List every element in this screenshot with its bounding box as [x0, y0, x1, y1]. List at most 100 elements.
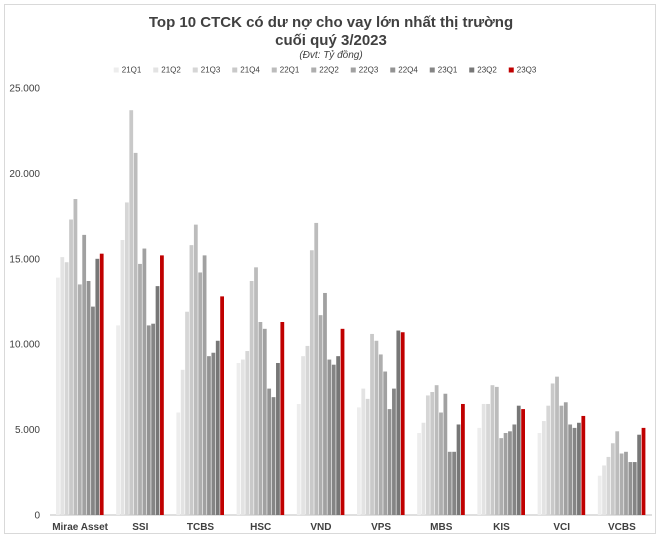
bar-21q2-vci — [541, 421, 546, 515]
x-tick-label: HSC — [250, 522, 271, 533]
bar-21q1-tcbs — [176, 412, 181, 515]
bar-22q4-kis — [508, 431, 512, 515]
x-tick-label: TCBS — [187, 522, 215, 533]
bar-22q1-tcbs — [193, 224, 198, 515]
bar-22q2-kis — [499, 438, 504, 515]
legend-swatch-23q2 — [469, 67, 475, 73]
bar-21q3-hsc — [245, 351, 250, 515]
bar-22q2-vnd — [318, 315, 323, 515]
bar-21q3-vci — [546, 405, 551, 515]
y-tick-label: 15.000 — [9, 254, 40, 265]
x-tick-label: VCBS — [608, 522, 636, 533]
legend-label-23q3: 23Q3 — [517, 66, 537, 75]
bar-22q2-hsc — [258, 322, 263, 515]
bar-23q3-vps — [400, 332, 405, 515]
bar-21q2-vcbs — [602, 465, 606, 515]
bar-21q4-mirae-asset — [69, 219, 73, 515]
bar-21q1-hsc — [236, 362, 241, 515]
bar-21q4-vnd — [309, 250, 314, 515]
bar-21q2-vnd — [301, 356, 305, 515]
bar-23q3-mbs — [461, 403, 465, 515]
legend-label-21q1: 21Q1 — [122, 66, 142, 75]
bar-22q1-kis — [494, 386, 499, 515]
bar-21q4-hsc — [249, 281, 254, 515]
bar-23q2-mbs — [456, 424, 461, 515]
bar-22q2-ssi — [138, 263, 142, 515]
bar-23q2-kis — [516, 405, 521, 515]
bar-23q3-tcbs — [220, 296, 224, 515]
bar-22q4-tcbs — [207, 356, 211, 515]
bar-23q1-hsc — [271, 397, 276, 515]
legend-label-22q3: 22Q3 — [359, 66, 379, 75]
x-tick-label: Mirae Asset — [52, 522, 108, 533]
bar-23q3-kis — [521, 409, 525, 515]
bar-22q3-mirae-asset — [82, 234, 87, 515]
x-tick-label: VND — [310, 522, 331, 533]
bar-22q1-ssi — [133, 152, 138, 515]
legend-swatch-21q1 — [113, 67, 119, 73]
bar-21q2-hsc — [240, 359, 245, 515]
legend-swatch-23q3 — [508, 67, 514, 73]
bar-21q4-vcbs — [610, 443, 615, 515]
bar-23q1-mirae-asset — [91, 306, 95, 515]
bar-21q3-tcbs — [185, 311, 189, 515]
legend-label-21q2: 21Q2 — [161, 66, 181, 75]
bar-22q2-mbs — [439, 412, 443, 515]
legend-label-22q4: 22Q4 — [398, 66, 418, 75]
bar-21q3-ssi — [124, 202, 129, 515]
bar-22q1-vcbs — [615, 431, 620, 515]
bar-21q2-tcbs — [180, 369, 185, 515]
y-tick-label: 25.000 — [9, 84, 40, 95]
bar-23q2-tcbs — [215, 340, 220, 515]
legend-swatch-23q1 — [429, 67, 435, 73]
y-tick-label: 20.000 — [9, 169, 40, 180]
legend-label-21q4: 21Q4 — [240, 66, 260, 75]
bar-21q1-vnd — [296, 403, 301, 515]
bar-22q1-vps — [374, 340, 379, 515]
bar-22q4-vcbs — [628, 462, 633, 515]
bar-21q1-mirae-asset — [56, 277, 60, 515]
y-tick-label: 0 — [34, 511, 40, 522]
bar-23q1-mbs — [452, 451, 457, 515]
bar-22q4-vps — [387, 409, 392, 515]
bar-21q1-vps — [357, 407, 361, 515]
bar-21q3-vnd — [305, 345, 310, 515]
bar-22q1-vnd — [314, 222, 319, 515]
chart-frame — [4, 4, 656, 534]
y-tick-label: 5.000 — [15, 425, 40, 436]
bar-21q1-kis — [477, 427, 482, 515]
x-tick-label: MBS — [430, 522, 453, 533]
chart-title-line-2: cuối quý 3/2023 — [275, 32, 387, 49]
legend-swatch-22q4 — [390, 67, 396, 73]
bar-21q1-mbs — [417, 433, 421, 515]
bar-21q3-mirae-asset — [64, 262, 69, 515]
bar-23q2-vcbs — [637, 434, 642, 515]
bar-21q2-vps — [361, 388, 366, 515]
bar-23q2-vnd — [336, 356, 341, 515]
legend-swatch-21q2 — [153, 67, 159, 73]
bar-22q3-kis — [503, 433, 508, 515]
bar-21q2-kis — [481, 403, 486, 515]
bar-23q1-vnd — [331, 364, 336, 515]
legend-label-21q3: 21Q3 — [201, 66, 221, 75]
bar-22q4-vci — [568, 424, 573, 515]
bar-23q3-vnd — [340, 328, 345, 515]
bar-21q2-mbs — [421, 422, 426, 515]
bar-23q2-hsc — [276, 362, 280, 515]
bar-22q4-mirae-asset — [86, 281, 91, 515]
bar-23q1-tcbs — [211, 352, 216, 515]
bar-21q1-vcbs — [597, 475, 602, 515]
bar-22q2-vcbs — [619, 453, 624, 515]
legend-label-23q1: 23Q1 — [438, 66, 458, 75]
chart-title-line-1: Top 10 CTCK có dư nợ cho vay lớn nhất th… — [148, 14, 514, 31]
bar-21q1-vci — [537, 433, 542, 515]
bar-23q1-vci — [572, 427, 577, 515]
bar-21q3-vcbs — [606, 456, 611, 515]
bar-22q4-hsc — [267, 388, 272, 515]
bar-22q3-hsc — [262, 328, 267, 515]
bar-22q3-vps — [383, 371, 388, 515]
legend-swatch-22q1 — [271, 67, 277, 73]
bar-21q2-ssi — [120, 240, 125, 515]
bar-22q1-hsc — [254, 267, 258, 515]
